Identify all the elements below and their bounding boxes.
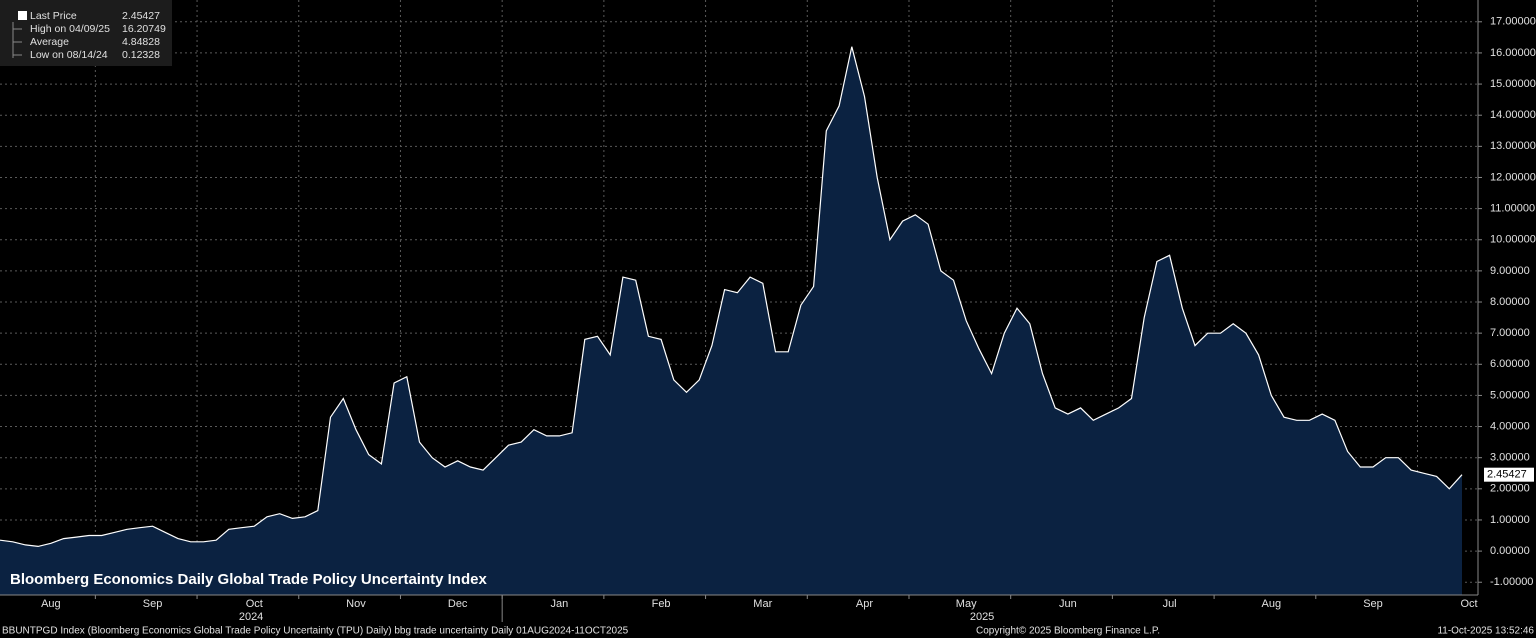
year-label: 2024 <box>239 611 263 623</box>
y-tick-label: 1.00000 <box>1490 514 1530 526</box>
x-tick-label: Feb <box>652 598 671 610</box>
y-tick-label: 12.00000 <box>1490 171 1536 183</box>
y-tick-label: 4.00000 <box>1490 420 1530 432</box>
y-tick-label: 7.00000 <box>1490 327 1530 339</box>
x-tick-label: Oct <box>246 598 263 610</box>
legend-label: Last Price <box>30 10 77 22</box>
x-tick-label: Aug <box>41 598 61 610</box>
year-label: 2025 <box>970 611 994 623</box>
legend-value: 4.84828 <box>122 36 160 48</box>
x-tick-label: Sep <box>143 598 163 610</box>
y-tick-label: 5.00000 <box>1490 389 1530 401</box>
y-tick-label: 2.00000 <box>1490 483 1530 495</box>
footer: BBUNTPGD Index (Bloomberg Economics Glob… <box>2 626 629 637</box>
x-tick-label: Mar <box>753 598 772 610</box>
x-tick-label: Sep <box>1363 598 1383 610</box>
y-tick-label: 6.00000 <box>1490 358 1530 370</box>
x-tick-label: Oct <box>1460 598 1477 610</box>
copyright: Copyright© 2025 Bloomberg Finance L.P. <box>976 626 1160 637</box>
line <box>0 46 1463 548</box>
y-tick-label: 13.00000 <box>1490 140 1536 152</box>
last-value-box <box>1484 467 1534 482</box>
x-tick-label: Jun <box>1059 598 1077 610</box>
legend-swatch <box>18 11 27 20</box>
chart-title: Bloomberg Economics Daily Global Trade P… <box>10 571 487 588</box>
legend-value: 0.12328 <box>122 49 160 61</box>
x-tick-label: Dec <box>448 598 468 610</box>
y-tick-label: 15.00000 <box>1490 78 1536 90</box>
legend-box <box>0 0 172 66</box>
x-tick-label: Jul <box>1163 598 1177 610</box>
legend-label: Low on 08/14/24 <box>30 49 108 61</box>
y-tick-label: 17.00000 <box>1490 16 1536 28</box>
plot <box>0 46 1463 595</box>
x-tick-label: May <box>956 598 977 610</box>
timestamp: 11-Oct-2025 13:52:46 <box>1437 626 1534 637</box>
y-tick-label: 10.00000 <box>1490 234 1536 246</box>
x-tick-label: Apr <box>856 598 873 610</box>
x-tick-label: Aug <box>1262 598 1282 610</box>
last-value-label: 2.45427 <box>1487 469 1527 481</box>
y-tick-label: 8.00000 <box>1490 296 1530 308</box>
legend-label: High on 04/09/25 <box>30 23 110 35</box>
legend-label: Average <box>30 36 69 48</box>
legend-value: 16.20749 <box>122 23 166 35</box>
y-tick-label: 0.00000 <box>1490 545 1530 557</box>
legend-value: 2.45427 <box>122 10 160 22</box>
area <box>0 46 1462 595</box>
y-tick-label: 3.00000 <box>1490 452 1530 464</box>
x-tick-label: Jan <box>550 598 568 610</box>
y-tick-label: 16.00000 <box>1490 47 1536 59</box>
x-tick-label: Nov <box>346 598 366 610</box>
y-tick-label: 14.00000 <box>1490 109 1536 121</box>
y-tick-label: 9.00000 <box>1490 265 1530 277</box>
y-tick-label: 11.00000 <box>1490 203 1535 215</box>
y-tick-label: -1.00000 <box>1490 576 1533 588</box>
